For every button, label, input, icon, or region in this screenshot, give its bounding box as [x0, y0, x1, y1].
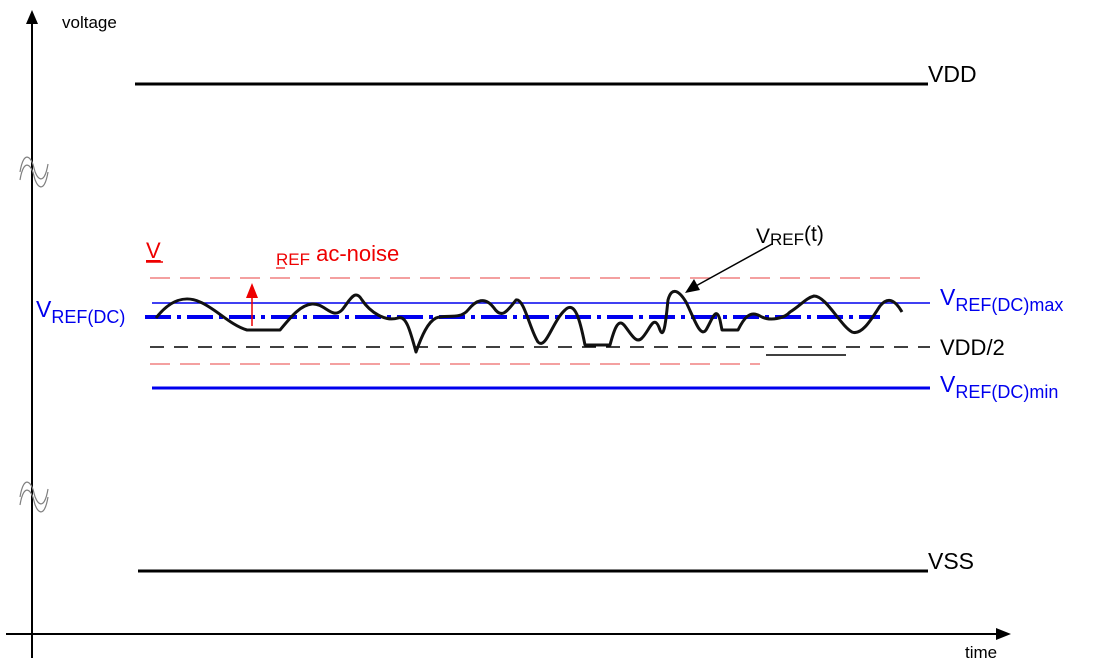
y-axis-arrow-icon — [26, 10, 38, 24]
x-axis-label: time — [965, 643, 997, 661]
axis-break-top — [19, 156, 49, 188]
vref-dc-label: VREF(DC) — [36, 296, 125, 327]
vref-t-pointer-arrow-icon — [685, 279, 700, 293]
vref-t-pointer — [693, 243, 773, 288]
vref-dc-sub: REF(DC) — [51, 307, 125, 327]
vdd-half-label: VDD/2 — [940, 335, 1005, 360]
wavy-tilde-break-icon — [19, 156, 49, 180]
y-axis-label: voltage — [62, 13, 117, 32]
vref-dc-min-sub: REF(DC)min — [955, 382, 1058, 402]
x-axis-arrow-icon — [996, 628, 1011, 640]
vdd-label: VDD — [928, 61, 977, 87]
vref-t-label: VREF(t) — [756, 223, 824, 249]
vref-t-sub: REF — [770, 230, 804, 249]
vref-t-base: V — [756, 225, 770, 248]
ac-noise-label: REF ac-noise — [276, 241, 399, 269]
ac-noise-sub: REF — [276, 250, 310, 269]
ac-noise-v: V — [146, 238, 161, 263]
axes — [6, 10, 1011, 658]
vref-dc-max-base: V — [940, 284, 956, 310]
wavy-tilde-break-icon — [19, 481, 49, 505]
vref-dc-max-sub: REF(DC)max — [955, 295, 1063, 315]
vref-t-suffix: (t) — [804, 223, 824, 246]
vss-label: VSS — [928, 548, 974, 574]
wavy-tilde-break-icon — [19, 489, 49, 513]
wavy-tilde-break-icon — [19, 164, 49, 188]
vref-dc-min-label: VREF(DC)min — [940, 371, 1058, 402]
axis-break-bottom — [19, 481, 49, 513]
vref-t-waveform — [154, 289, 904, 354]
ac-noise-arrow-icon — [246, 283, 258, 298]
vref-dc-base: V — [36, 296, 52, 322]
vref-dc-max-label: VREF(DC)max — [940, 284, 1063, 315]
ac-noise-suffix: ac-noise — [310, 241, 399, 266]
vref-dc-min-base: V — [940, 371, 956, 397]
